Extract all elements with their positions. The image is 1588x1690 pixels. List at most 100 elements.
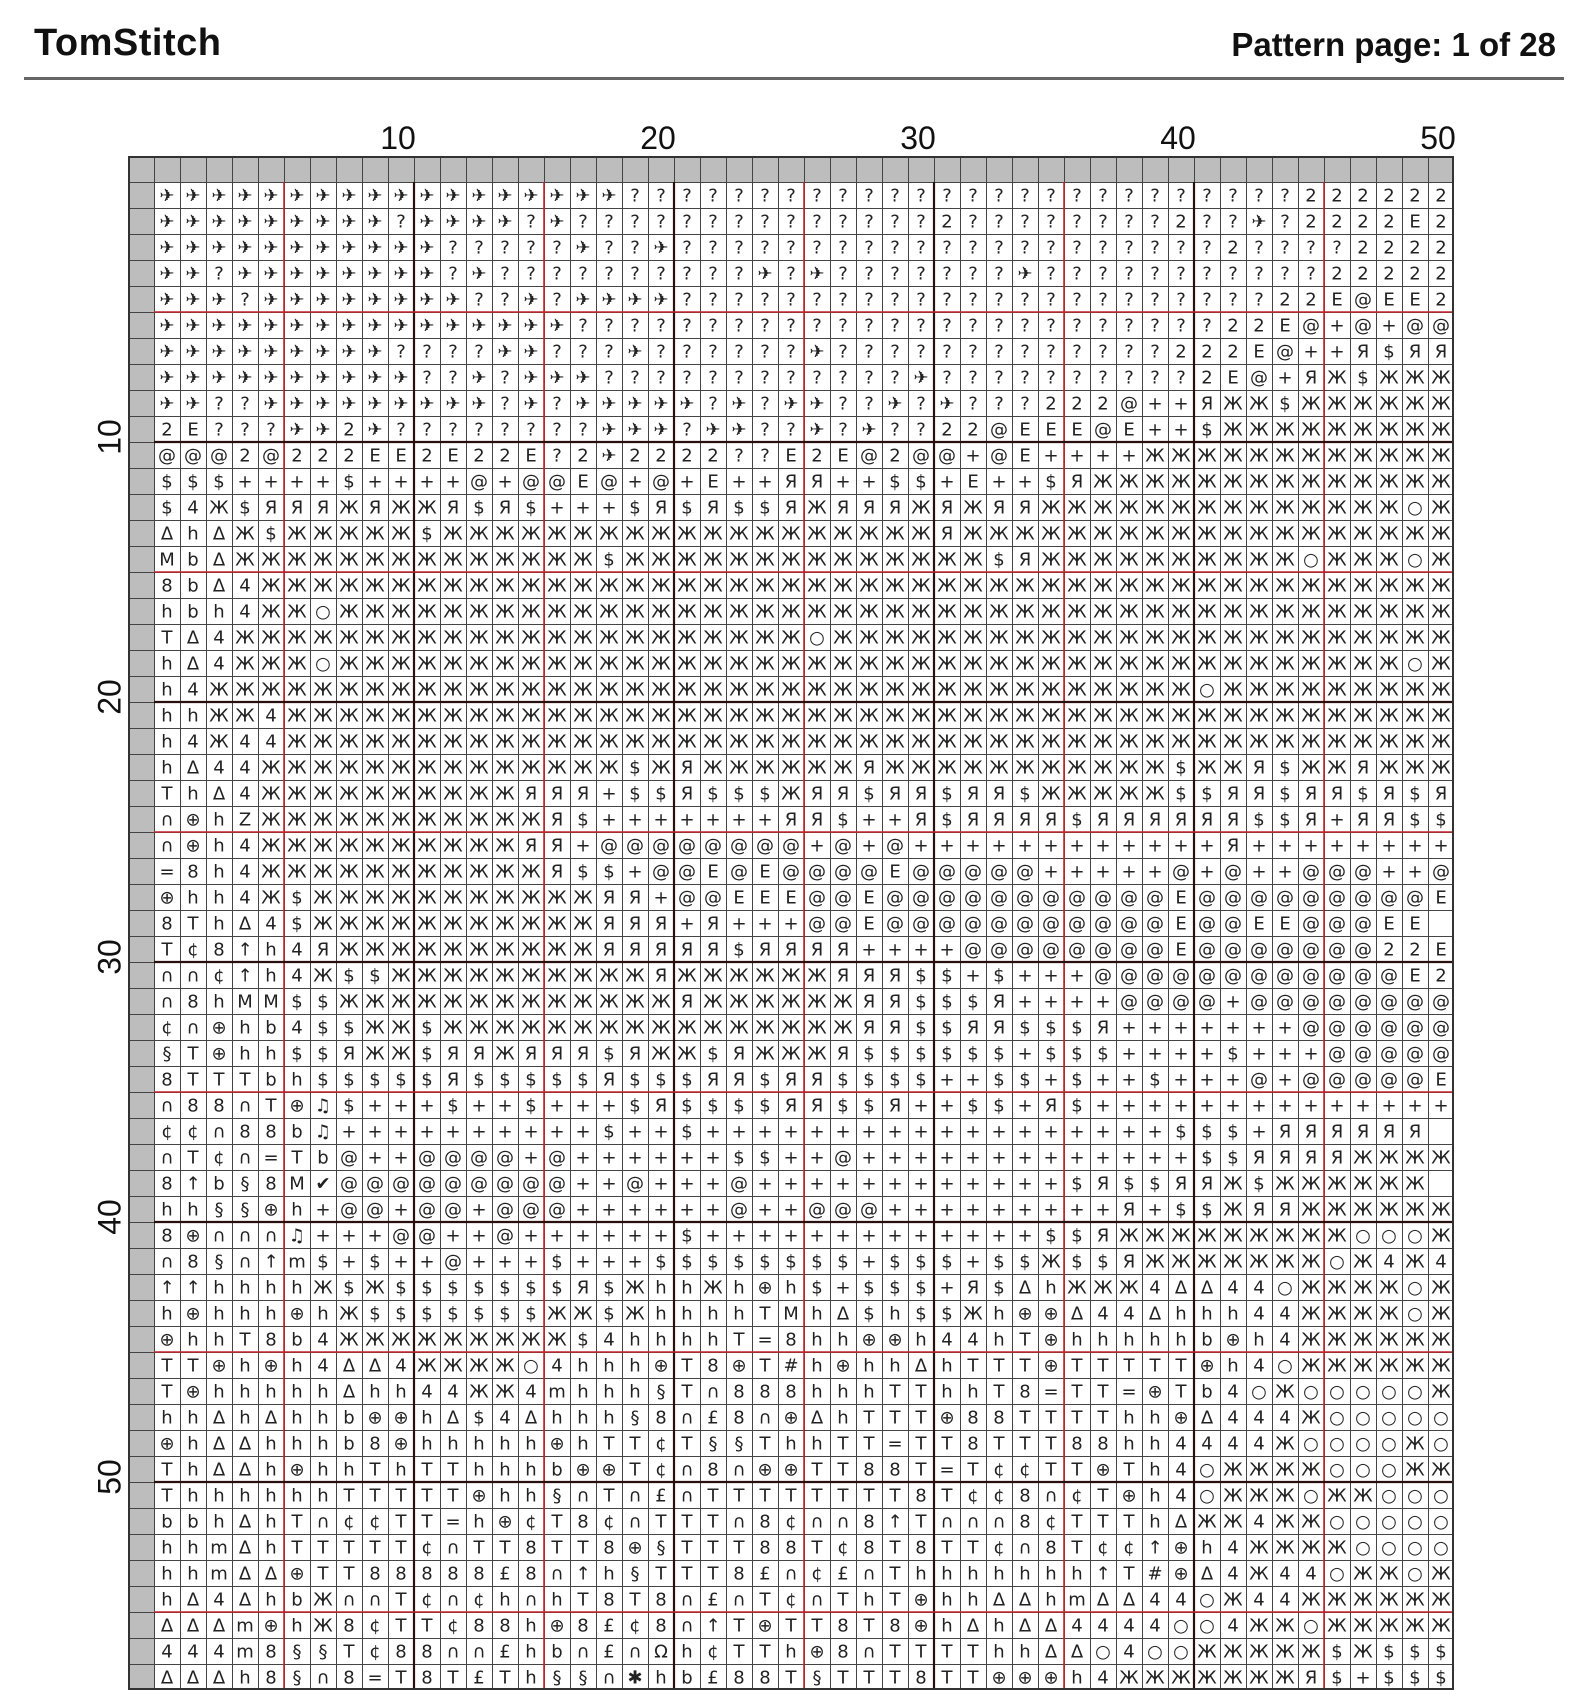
stitch-symbol: @ — [964, 914, 982, 935]
stitch-symbol: M — [237, 992, 253, 1013]
stitch-symbol: ∩ — [810, 1512, 823, 1533]
stitch-symbol: T — [863, 1616, 876, 1637]
stitch-symbol: 4 — [317, 1356, 328, 1377]
stitch-symbol: Ж — [1171, 446, 1191, 467]
stitch-symbol: h — [265, 1590, 276, 1611]
stitch-symbol: $ — [1045, 472, 1056, 493]
stitch-symbol: Ж — [885, 706, 905, 727]
stitch-symbol: @ — [1354, 1044, 1372, 1065]
stitch-symbol: Ж — [1275, 1252, 1295, 1273]
stitch-symbol: Ж — [469, 1018, 489, 1039]
stitch-symbol: ⊕ — [991, 1668, 1006, 1689]
stitch-symbol: Ж — [547, 732, 567, 753]
stitch-symbol: $ — [655, 784, 666, 805]
stitch-symbol: Ж — [1353, 732, 1373, 753]
stitch-symbol: ? — [214, 264, 224, 285]
stitch-symbol: @ — [1302, 914, 1320, 935]
stitch-symbol: ⊕ — [1173, 1408, 1188, 1429]
stitch-symbol: Ж — [677, 576, 697, 597]
stitch-symbol: $ — [889, 1278, 900, 1299]
stitch-symbol: @ — [1198, 992, 1216, 1013]
stitch-symbol: Ж — [495, 888, 515, 909]
stitch-symbol: ○ — [1173, 1616, 1189, 1637]
stitch-symbol: ⊕ — [185, 1304, 200, 1325]
stitch-symbol: ? — [916, 212, 926, 233]
stitch-symbol: ○ — [1407, 654, 1423, 675]
stitch-symbol: ✈ — [783, 394, 798, 415]
stitch-symbol: Δ — [1175, 1278, 1188, 1299]
stitch-symbol: 2 — [1357, 264, 1368, 285]
stitch-symbol: M — [159, 550, 175, 571]
stitch-symbol: Ж — [755, 654, 775, 675]
stitch-symbol: Ж — [1041, 628, 1061, 649]
stitch-symbol: T — [551, 1512, 564, 1533]
stitch-symbol: Ж — [755, 1044, 775, 1065]
stitch-symbol: + — [1381, 316, 1396, 337]
stitch-symbol: Ж — [1223, 1226, 1243, 1247]
stitch-symbol: Ж — [313, 1590, 333, 1611]
stitch-symbol: Ж — [729, 706, 749, 727]
stitch-symbol: + — [601, 1252, 616, 1273]
stitch-symbol: Ж — [625, 654, 645, 675]
stitch-symbol: Я — [1227, 784, 1240, 805]
stitch-symbol: + — [445, 472, 460, 493]
stitch-symbol: ? — [708, 264, 718, 285]
stitch-symbol: + — [783, 1148, 798, 1169]
stitch-symbol: @ — [1120, 914, 1138, 935]
stitch-symbol: Ж — [677, 628, 697, 649]
stitch-symbol: Я — [1227, 836, 1240, 857]
stitch-symbol: Ж — [781, 524, 801, 545]
stitch-symbol: $ — [1175, 758, 1186, 779]
stitch-symbol: 2 — [1357, 186, 1368, 207]
stitch-symbol: + — [601, 1226, 616, 1247]
stitch-symbol: b — [343, 1408, 354, 1429]
stitch-symbol: $ — [369, 1252, 380, 1273]
stitch-symbol: Ж — [1275, 628, 1295, 649]
stitch-symbol: $ — [1175, 784, 1186, 805]
stitch-symbol: Δ — [161, 1668, 174, 1689]
stitch-symbol: + — [965, 446, 980, 467]
stitch-symbol: h — [499, 1486, 510, 1507]
stitch-symbol: Ж — [911, 732, 931, 753]
stitch-symbol: ✈ — [731, 394, 746, 415]
stitch-symbol: T — [889, 1486, 902, 1507]
stitch-symbol: Ж — [1405, 446, 1425, 467]
stitch-symbol: @ — [470, 1148, 488, 1169]
stitch-symbol: £ — [499, 1642, 510, 1663]
stitch-symbol: Ж — [625, 524, 645, 545]
stitch-symbol: ∩ — [732, 1590, 745, 1611]
stitch-symbol: Ж — [365, 524, 385, 545]
stitch-symbol: h — [1227, 1304, 1238, 1325]
stitch-symbol: 8 — [395, 1642, 406, 1663]
stitch-symbol: @ — [990, 862, 1008, 883]
stitch-symbol: ⊕ — [497, 1512, 512, 1533]
stitch-symbol: Ж — [755, 966, 775, 987]
stitch-symbol: ? — [786, 368, 796, 389]
stitch-symbol: ? — [1020, 368, 1030, 389]
stitch-symbol: T — [915, 1460, 928, 1481]
stitch-symbol: $ — [629, 1070, 640, 1091]
stitch-symbol: @ — [834, 836, 852, 857]
stitch-symbol: Ж — [1301, 1356, 1321, 1377]
stitch-symbol: h — [1149, 1330, 1160, 1351]
stitch-symbol: @ — [418, 1200, 436, 1221]
stitch-symbol: Ж — [937, 550, 957, 571]
stitch-symbol: Ж — [365, 576, 385, 597]
stitch-symbol: Ж — [417, 758, 437, 779]
stitch-symbol: 4 — [1227, 1616, 1238, 1637]
stitch-symbol: + — [965, 836, 980, 857]
stitch-symbol: 4 — [1175, 1460, 1186, 1481]
stitch-symbol: Я — [1409, 1122, 1422, 1143]
stitch-symbol: Ж — [1145, 628, 1165, 649]
stitch-symbol: ⊕ — [1043, 1356, 1058, 1377]
stitch-symbol: Я — [681, 758, 694, 779]
stitch-symbol: § — [293, 1668, 302, 1689]
stitch-symbol: m — [236, 1642, 254, 1663]
stitch-symbol: Ж — [417, 1356, 437, 1377]
stitch-symbol: ○ — [1407, 1564, 1423, 1585]
stitch-symbol: Ж — [365, 706, 385, 727]
stitch-symbol: ? — [734, 316, 744, 337]
grid-guide-lines — [154, 182, 1454, 1690]
stitch-symbol: Ж — [521, 966, 541, 987]
stitch-symbol: E — [759, 862, 770, 883]
